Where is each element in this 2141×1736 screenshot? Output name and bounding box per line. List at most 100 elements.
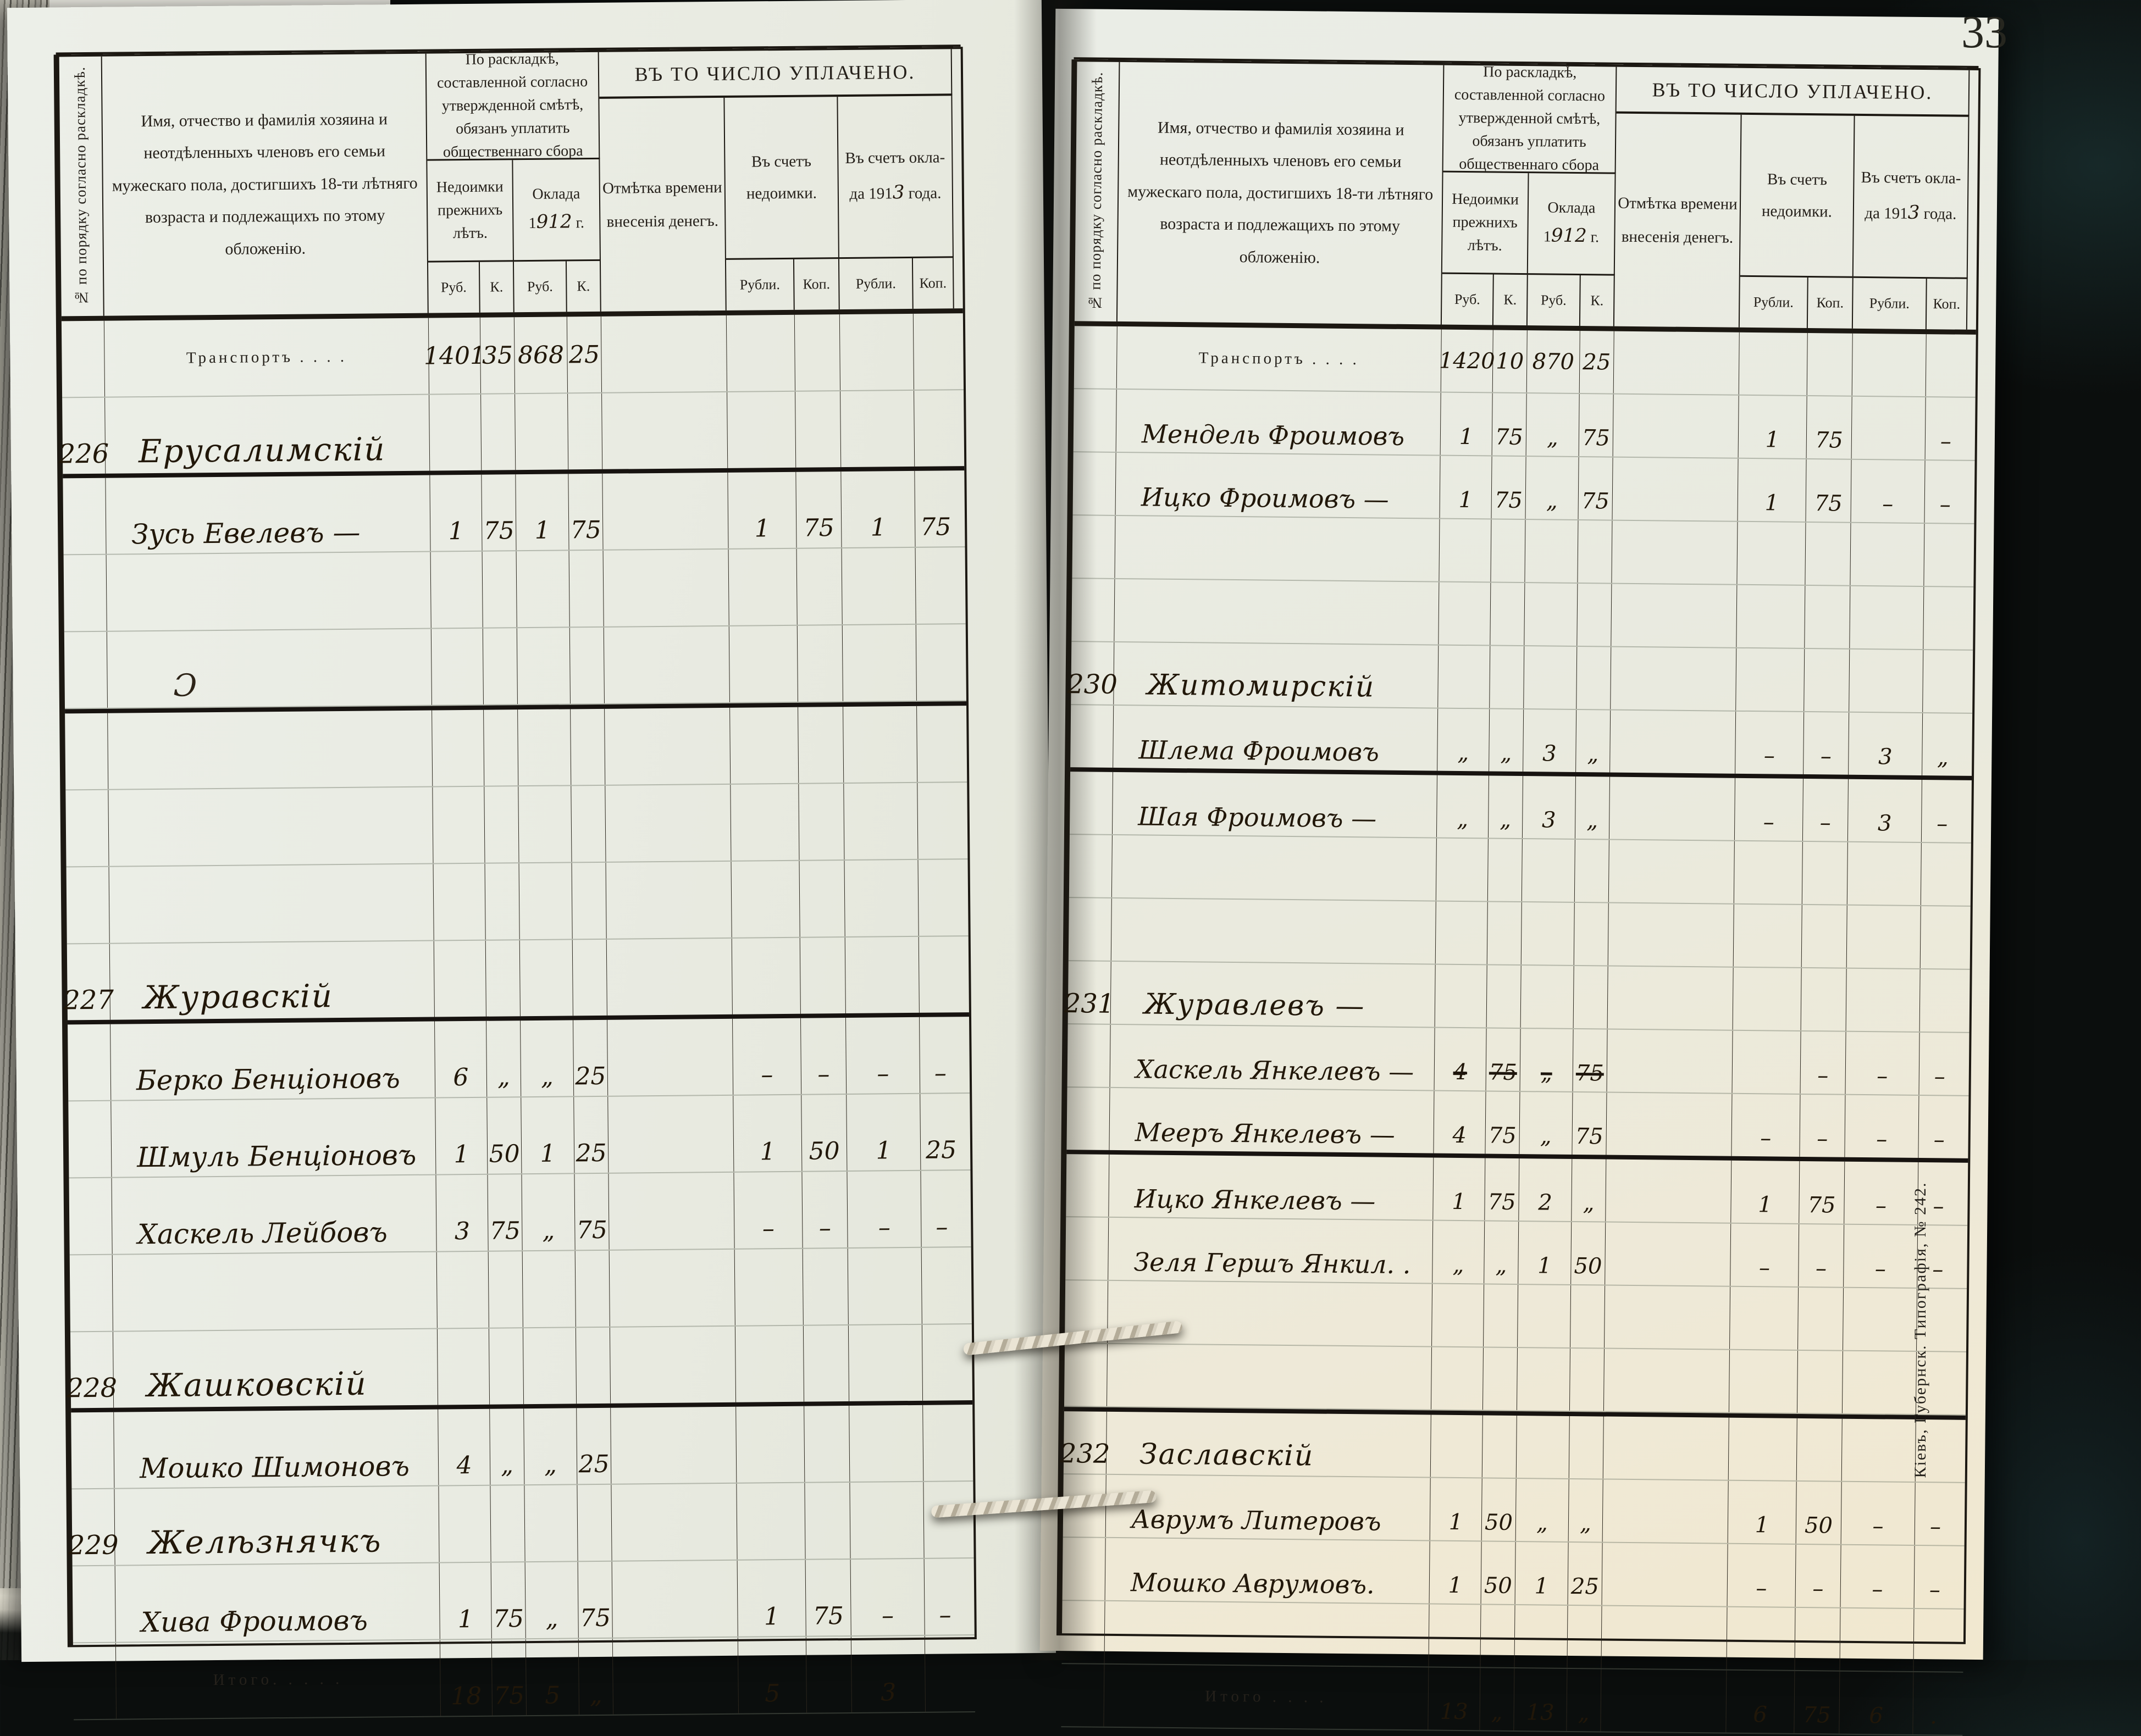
cell-oklad-kop xyxy=(1570,1285,1606,1348)
unit-rub: Руб. xyxy=(428,262,480,313)
cell-paid-arrears-rub xyxy=(728,548,798,625)
cell-paid-oklad-rub xyxy=(1850,586,1924,650)
entry-number xyxy=(1071,579,1115,641)
entry-name: Ɔ xyxy=(107,629,432,708)
payment-date-cell xyxy=(1612,520,1738,584)
cell-paid-arrears-kop xyxy=(1805,585,1851,648)
payment-date-cell xyxy=(1613,394,1739,458)
entry-name xyxy=(1115,515,1440,581)
entry-number xyxy=(1068,898,1112,961)
ledger-row xyxy=(1065,1280,1967,1352)
cell-paid-arrears-rub xyxy=(737,1483,806,1560)
cell-paid-oklad-kop xyxy=(923,1482,965,1558)
cell-paid-arrears-rub: 1 xyxy=(1728,1480,1797,1544)
entry-name: Аврумъ Литеровъ xyxy=(1105,1474,1431,1540)
payment-date-cell xyxy=(1605,1285,1731,1349)
cell-paid-arrears-kop xyxy=(1802,841,1848,905)
cell-oklad-kop xyxy=(577,1484,612,1561)
cell-paid-oklad-kop xyxy=(922,1247,963,1324)
cell-arrears-rub: 13 xyxy=(1428,1667,1481,1731)
cell-paid-oklad-kop xyxy=(919,936,960,1013)
unit-kop: К. xyxy=(1580,275,1615,326)
entry-number xyxy=(1072,452,1116,515)
cell-arrears-kop: 75 xyxy=(491,1639,527,1716)
payment-date-cell xyxy=(1610,710,1736,774)
cell-oklad-kop xyxy=(571,785,606,862)
cell-arrears-rub: 1 xyxy=(1430,1478,1482,1541)
cell-paid-oklad-rub xyxy=(839,313,915,391)
oklad-label: Оклада xyxy=(532,185,580,203)
cell-paid-arrears-rub: – xyxy=(733,1018,802,1095)
unit-kop: Коп. xyxy=(912,258,954,309)
column-header-number: № по порядку согласно раскладкѣ. xyxy=(59,56,104,317)
cell-arrears-kop: 75 xyxy=(1485,1158,1520,1221)
cell-paid-arrears-kop: 50 xyxy=(1796,1481,1842,1544)
entry-number: 226 xyxy=(58,397,109,474)
payment-date-cell xyxy=(1612,457,1739,521)
cell-paid-oklad-kop xyxy=(923,1405,964,1481)
cell-oklad-rub xyxy=(1524,583,1578,646)
entry-name xyxy=(1111,898,1436,964)
cell-arrears-kop xyxy=(1486,965,1522,1028)
cell-arrears-rub: 4 xyxy=(1434,1028,1487,1091)
cell-oklad-rub: 868 xyxy=(514,317,568,393)
cell-oklad-kop xyxy=(1576,646,1612,709)
cell-arrears-rub xyxy=(1430,1415,1483,1478)
cell-paid-oklad-rub xyxy=(843,706,918,783)
cell-arrears-rub xyxy=(430,551,483,628)
payment-date-cell xyxy=(602,472,729,550)
payment-date-cell xyxy=(1603,1349,1730,1412)
entry-name: Ерусалимскій xyxy=(105,395,430,474)
cell-arrears-kop xyxy=(1490,646,1525,709)
ledger-row: Хива Фроимовъ 1 75 „ 75 1 75– – xyxy=(72,1558,975,1644)
cell-arrears-kop: „ xyxy=(486,1020,522,1097)
entry-number xyxy=(63,554,107,631)
cell-oklad-kop xyxy=(572,939,607,1016)
cell-oklad-rub xyxy=(1524,646,1578,709)
cell-paid-arrears-rub xyxy=(731,784,800,861)
payment-date-cell xyxy=(1602,1543,1728,1606)
entry-number: 232 xyxy=(1060,1411,1110,1474)
cell-oklad-rub: 5 xyxy=(525,1639,580,1716)
cell-paid-arrears-kop xyxy=(806,1636,853,1713)
payment-date-cell xyxy=(1607,966,1734,1030)
payment-date-cell xyxy=(1605,1222,1731,1286)
cell-paid-oklad-kop: – xyxy=(1940,429,1952,454)
cell-paid-oklad-rub: – xyxy=(847,1171,922,1248)
ledger-row: Аврумъ Литеровъ 1 50 „ „ 1 50– – xyxy=(1063,1474,1965,1546)
cell-arrears-kop: 50 xyxy=(487,1097,522,1174)
ledger-row: 228 Жашковскій xyxy=(67,1324,973,1413)
cell-paid-arrears-kop xyxy=(796,548,843,625)
payment-date-cell xyxy=(608,1095,734,1173)
cell-arrears-kop xyxy=(1487,902,1522,965)
entry-name: Шлема Фроимовъ xyxy=(1113,705,1439,771)
cell-paid-arrears-rub: 5 xyxy=(738,1637,807,1713)
entry-name: Мошко Аврумовъ. xyxy=(1105,1538,1430,1604)
payment-date-cell xyxy=(1611,647,1737,711)
cell-arrears-kop xyxy=(481,394,516,470)
cell-paid-arrears-kop: 75 xyxy=(1806,396,1852,459)
cell-oklad-kop: 75 xyxy=(1579,394,1614,457)
cell-oklad-kop: 25 xyxy=(573,1019,608,1096)
entry-name xyxy=(106,552,431,631)
ledger-table: № по порядку согласно раскладкѣ. Имя, от… xyxy=(53,47,977,1721)
cell-arrears-kop xyxy=(489,1328,524,1405)
unit-rub: Руб. xyxy=(1527,275,1581,326)
ledger-row: 230 Житомирскій xyxy=(1067,642,1973,714)
cell-paid-arrears-rub xyxy=(731,861,800,938)
ledger-row xyxy=(1061,1601,1964,1673)
payment-date-cell xyxy=(610,1326,737,1404)
cell-oklad-rub: „ xyxy=(1526,393,1580,457)
cell-arrears-rub: 1 xyxy=(1433,1157,1486,1221)
entry-name: Шая Фроимовъ — xyxy=(1112,772,1438,838)
cell-paid-oklad-rub xyxy=(1846,905,1921,969)
column-header-arrears: Недоимки прежнихъ лѣтъ. xyxy=(427,160,514,263)
cell-arrears-kop xyxy=(1482,1415,1517,1478)
cell-paid-arrears-rub xyxy=(1729,1350,1799,1413)
cell-arrears-rub: 1401 xyxy=(424,317,485,394)
cell-paid-oklad-kop: – xyxy=(1934,1064,1946,1090)
entry-name: Шмуль Бенціоновъ xyxy=(111,1098,436,1177)
table-body-right: Транспортъ . . . . 1420 10 870 25 Мендель Фро… xyxy=(1060,326,1976,1736)
payment-date-cell xyxy=(608,1172,735,1250)
entry-number xyxy=(69,1178,113,1255)
